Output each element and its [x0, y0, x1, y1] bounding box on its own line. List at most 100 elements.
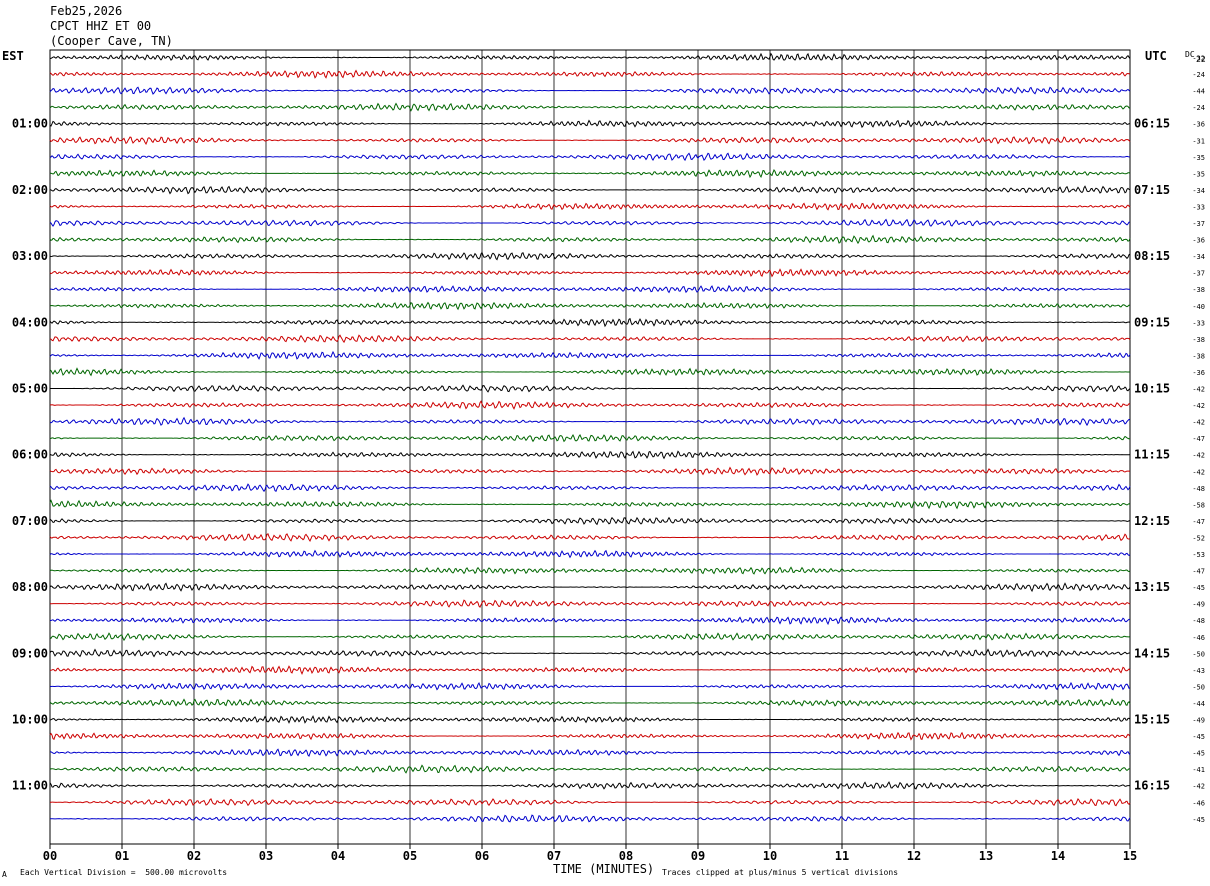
x-tick-label: 07: [547, 849, 561, 863]
dc-offset-label: -38: [1192, 352, 1205, 360]
dc-offset-label: -47: [1192, 435, 1205, 443]
right-timezone-label: UTC: [1145, 49, 1167, 63]
dc-offset-label: -42: [1192, 402, 1205, 410]
corner-mark: A: [2, 870, 7, 879]
dc-offset-label: -41: [1192, 766, 1205, 774]
trace-line: [49, 400, 1131, 410]
trace-line: [49, 466, 1131, 476]
trace-line: [49, 301, 1131, 311]
right-hour-label: 15:15: [1134, 713, 1170, 727]
right-hour-label: 06:15: [1134, 117, 1170, 131]
right-hour-label: 09:15: [1134, 315, 1170, 329]
x-axis-label: TIME (MINUTES): [553, 862, 655, 876]
dc-offset-label: -58: [1192, 501, 1205, 509]
trace-line: [49, 616, 1131, 626]
clip-note: Traces clipped at plus/minus 5 vertical …: [662, 868, 899, 877]
dc-label-sub: 22: [1196, 55, 1206, 64]
left-timezone-label: EST: [2, 49, 24, 63]
trace-line: [49, 450, 1131, 460]
left-hour-label: 05:00: [12, 382, 48, 396]
dc-offset-label: -48: [1192, 485, 1205, 493]
dc-offset-label: -34: [1192, 253, 1205, 261]
dc-offset-label: -49: [1192, 601, 1205, 609]
dc-offset-label: -49: [1192, 717, 1205, 725]
x-tick-label: 04: [331, 849, 345, 863]
trace-line: [49, 748, 1131, 758]
left-hour-label: 09:00: [12, 646, 48, 660]
trace-line: [49, 367, 1131, 377]
dc-offset-label: -53: [1192, 551, 1205, 559]
right-hour-label: 16:15: [1134, 779, 1170, 793]
trace-line: [49, 52, 1131, 61]
dc-offset-label: -42: [1192, 452, 1205, 460]
dc-offset-label: -44: [1192, 88, 1205, 96]
trace-line: [49, 698, 1131, 707]
right-hour-label: 08:15: [1134, 249, 1170, 263]
trace-line: [49, 798, 1131, 807]
left-hour-label: 06:00: [12, 448, 48, 462]
right-hour-label: 11:15: [1134, 448, 1170, 462]
trace-line: [49, 268, 1131, 278]
dc-offset-label: -45: [1192, 816, 1205, 824]
left-hour-label: 04:00: [12, 315, 48, 329]
dc-offset-label: -35: [1192, 154, 1205, 162]
x-tick-label: 00: [43, 849, 57, 863]
trace-line: [49, 102, 1131, 112]
dc-offset-label: -42: [1192, 783, 1205, 791]
dc-offset-label: -33: [1192, 203, 1205, 211]
dc-offset-label: -48: [1192, 617, 1205, 625]
dc-offset-label: -46: [1192, 799, 1205, 807]
trace-line: [49, 533, 1131, 542]
trace-line: [49, 202, 1131, 211]
trace-line: [49, 251, 1131, 261]
trace-line: [49, 499, 1131, 510]
dc-offset-label: -43: [1192, 667, 1205, 675]
trace-line: [49, 549, 1131, 559]
trace-line: [49, 119, 1131, 129]
trace-line: [49, 185, 1131, 195]
trace-line: [50, 681, 1131, 691]
dc-offset-label: -37: [1192, 220, 1205, 228]
x-tick-label: 14: [1051, 849, 1065, 863]
trace-line: [49, 317, 1131, 328]
header-date: Feb25,2026: [50, 4, 123, 18]
x-tick-label: 05: [403, 849, 417, 863]
dc-offset-label: -40: [1192, 303, 1205, 311]
x-tick-label: 15: [1123, 849, 1137, 863]
dc-offset-label: -47: [1192, 518, 1205, 526]
dc-offset-label: -35: [1192, 170, 1205, 178]
dc-offset-label: -36: [1192, 369, 1205, 377]
trace-line: [49, 566, 1131, 575]
trace-line: [49, 814, 1131, 823]
trace-line: [49, 731, 1131, 741]
dc-offset-label: -45: [1192, 584, 1205, 592]
x-tick-label: 13: [979, 849, 993, 863]
dc-offset-label: -46: [1192, 634, 1205, 642]
left-hour-label: 08:00: [12, 580, 48, 594]
trace-line: [49, 416, 1131, 427]
x-tick-label: 03: [259, 849, 273, 863]
right-hour-label: 14:15: [1134, 646, 1170, 660]
right-hour-label: 13:15: [1134, 580, 1170, 594]
dc-offset-label: -33: [1192, 319, 1205, 327]
trace-line: [49, 665, 1131, 675]
trace-line: [49, 764, 1131, 774]
trace-line: [49, 781, 1131, 790]
x-tick-label: 01: [115, 849, 129, 863]
plot-frame: [49, 49, 1131, 845]
left-hour-label: 07:00: [12, 514, 48, 528]
right-hour-label: 12:15: [1134, 514, 1170, 528]
left-hour-label: 02:00: [12, 183, 48, 197]
trace-line: [49, 582, 1131, 593]
dc-label: DC: [1185, 50, 1195, 59]
x-tick-label: 08: [619, 849, 633, 863]
trace-line: [49, 169, 1131, 179]
right-hour-label: 10:15: [1134, 382, 1170, 396]
division-note: Each Vertical Division = 500.00 microvol…: [20, 868, 228, 877]
dc-offset-label: -34: [1192, 187, 1205, 195]
dc-offset-label: -32: [1192, 55, 1205, 63]
dc-offset-label: -38: [1192, 286, 1205, 294]
x-tick-label: 06: [475, 849, 489, 863]
trace-line: [49, 632, 1131, 642]
